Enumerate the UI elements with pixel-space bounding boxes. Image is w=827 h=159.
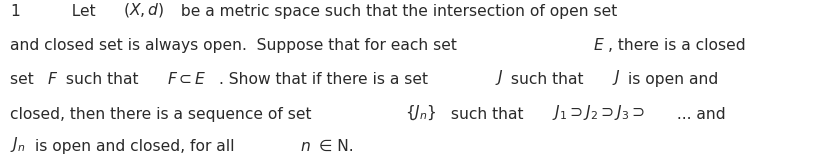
Text: such that: such that [506,73,588,87]
Text: , there is a closed: , there is a closed [608,38,746,53]
Text: $J_n$: $J_n$ [10,135,25,154]
Text: $n$: $n$ [300,139,311,154]
Text: and closed set is always open.  Suppose that for each set: and closed set is always open. Suppose t… [10,38,461,53]
Text: $F$: $F$ [47,71,58,87]
Text: $E$: $E$ [593,37,605,53]
Text: 1: 1 [10,4,20,19]
Text: is open and closed, for all: is open and closed, for all [30,139,239,154]
Text: such that: such that [61,73,144,87]
Text: $J_1 \supset J_2 \supset J_3 \supset$: $J_1 \supset J_2 \supset J_3 \supset$ [552,103,645,122]
Text: $\{J_n\}$: $\{J_n\}$ [405,103,437,122]
Text: $(X, d)$: $(X, d)$ [122,1,164,19]
Text: ... and: ... and [672,107,726,122]
Text: Let: Let [22,4,100,19]
Text: is open and: is open and [624,73,719,87]
Text: $J$: $J$ [495,69,504,87]
Text: such that: such that [446,107,528,122]
Text: be a metric space such that the intersection of open set: be a metric space such that the intersec… [175,4,617,19]
Text: set: set [10,73,39,87]
Text: $J$: $J$ [612,69,621,87]
Text: $F \subset E$: $F \subset E$ [167,71,208,87]
Text: closed, then there is a sequence of set: closed, then there is a sequence of set [10,107,316,122]
Text: ∈ N.: ∈ N. [313,139,353,154]
Text: . Show that if there is a set: . Show that if there is a set [218,73,433,87]
